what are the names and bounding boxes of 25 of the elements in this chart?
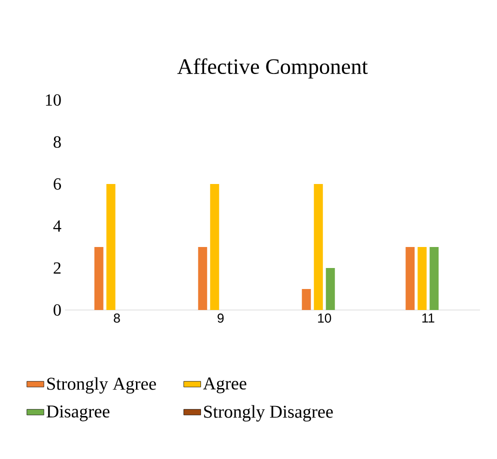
legend-label: Agree (203, 377, 246, 394)
legend-label: Strongly Disagree (204, 405, 333, 422)
x-tick-label: 9 (218, 314, 224, 323)
bar (406, 247, 415, 310)
y-tick-label: 8 (54, 136, 61, 148)
bar (198, 247, 208, 310)
y-tick-label: 0 (54, 304, 61, 316)
bar (94, 247, 104, 310)
bar (106, 184, 116, 310)
y-tick-label: 6 (54, 178, 61, 190)
bar (430, 247, 439, 310)
bar (302, 289, 311, 310)
x-tick-label: 10 (318, 314, 332, 323)
bar (314, 184, 323, 310)
y-tick-label: 4 (53, 220, 62, 232)
y-tick-label: 10 (46, 94, 61, 106)
legend-label: Strongly Agree (47, 377, 156, 394)
y-tick-label: 2 (54, 262, 61, 274)
bar (326, 268, 335, 310)
x-tick-label: 8 (114, 314, 120, 323)
legend-label: Disagree (46, 405, 110, 422)
x-tick-label: 11 (422, 314, 434, 322)
chart-title: Affective Component (177, 58, 368, 79)
bar (210, 184, 220, 310)
bar (418, 247, 427, 310)
